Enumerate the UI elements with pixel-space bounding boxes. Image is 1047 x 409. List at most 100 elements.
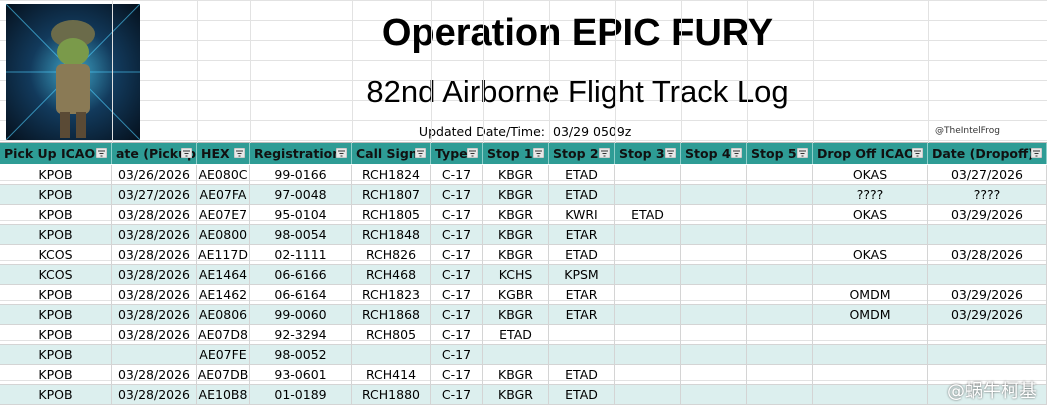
table-cell[interactable]: [681, 265, 747, 285]
filter-button[interactable]: [96, 148, 107, 158]
table-cell[interactable]: C-17: [431, 385, 483, 405]
table-cell[interactable]: [615, 225, 681, 245]
table-cell[interactable]: ETAR: [549, 285, 615, 305]
table-cell[interactable]: ETAD: [615, 205, 681, 225]
table-cell[interactable]: [813, 225, 928, 245]
table-cell[interactable]: 92-3294: [250, 325, 352, 345]
table-cell[interactable]: [747, 345, 813, 365]
table-cell[interactable]: C-17: [431, 265, 483, 285]
filter-button[interactable]: [912, 148, 923, 158]
table-cell[interactable]: [747, 285, 813, 305]
table-cell[interactable]: [615, 385, 681, 405]
column-header[interactable]: HEX: [197, 143, 250, 164]
table-cell[interactable]: RCH1880: [352, 385, 431, 405]
table-cell[interactable]: 03/28/2026: [112, 285, 197, 305]
table-cell[interactable]: KBGR: [483, 385, 549, 405]
table-cell[interactable]: RCH468: [352, 265, 431, 285]
table-cell[interactable]: ETAD: [549, 185, 615, 205]
table-cell[interactable]: [112, 345, 197, 365]
table-cell[interactable]: KBGR: [483, 205, 549, 225]
table-cell[interactable]: RCH1823: [352, 285, 431, 305]
table-cell[interactable]: KBGR: [483, 305, 549, 325]
table-cell[interactable]: AE1462: [197, 285, 250, 305]
table-cell[interactable]: 98-0052: [250, 345, 352, 365]
table-cell[interactable]: 03/29/2026: [928, 205, 1047, 225]
table-cell[interactable]: RCH1805: [352, 205, 431, 225]
table-cell[interactable]: [928, 345, 1047, 365]
filter-button[interactable]: [797, 148, 808, 158]
table-cell[interactable]: ETAR: [549, 225, 615, 245]
table-cell[interactable]: AE10B8: [197, 385, 250, 405]
table-cell[interactable]: [928, 225, 1047, 245]
table-cell[interactable]: [549, 345, 615, 365]
table-cell[interactable]: KCOS: [0, 245, 112, 265]
table-cell[interactable]: [747, 165, 813, 185]
table-cell[interactable]: C-17: [431, 185, 483, 205]
table-cell[interactable]: [615, 265, 681, 285]
table-cell[interactable]: AE080C: [197, 165, 250, 185]
table-cell[interactable]: ETAD: [549, 365, 615, 385]
table-cell[interactable]: KPOB: [0, 305, 112, 325]
table-cell[interactable]: OMDM: [813, 285, 928, 305]
table-cell[interactable]: [615, 305, 681, 325]
table-cell[interactable]: [747, 265, 813, 285]
table-cell[interactable]: [615, 165, 681, 185]
table-cell[interactable]: 06-6164: [250, 285, 352, 305]
column-header[interactable]: Stop 1: [483, 143, 549, 164]
table-cell[interactable]: [615, 245, 681, 265]
table-cell[interactable]: [615, 325, 681, 345]
table-cell[interactable]: ETAD: [549, 385, 615, 405]
filter-button[interactable]: [665, 148, 676, 158]
column-header[interactable]: Stop 5: [747, 143, 813, 164]
table-cell[interactable]: C-17: [431, 325, 483, 345]
filter-button[interactable]: [467, 148, 478, 158]
table-cell[interactable]: 99-0060: [250, 305, 352, 325]
column-header[interactable]: Drop Off ICAO: [813, 143, 928, 164]
table-cell[interactable]: OMDM: [813, 305, 928, 325]
table-cell[interactable]: [747, 305, 813, 325]
table-cell[interactable]: 02-1111: [250, 245, 352, 265]
table-cell[interactable]: [747, 385, 813, 405]
table-cell[interactable]: [813, 265, 928, 285]
table-cell[interactable]: KCOS: [0, 265, 112, 285]
filter-button[interactable]: [336, 148, 347, 158]
table-cell[interactable]: AE0800: [197, 225, 250, 245]
table-cell[interactable]: RCH1868: [352, 305, 431, 325]
table-cell[interactable]: [747, 325, 813, 345]
column-header[interactable]: Pick Up ICAO: [0, 143, 112, 164]
table-cell[interactable]: KBGR: [483, 165, 549, 185]
table-cell[interactable]: 03/28/2026: [112, 325, 197, 345]
table-cell[interactable]: ETAD: [483, 325, 549, 345]
table-cell[interactable]: KPOB: [0, 385, 112, 405]
filter-button[interactable]: [415, 148, 426, 158]
table-cell[interactable]: [813, 385, 928, 405]
table-cell[interactable]: RCH1824: [352, 165, 431, 185]
table-cell[interactable]: [928, 265, 1047, 285]
table-cell[interactable]: 03/27/2026: [112, 185, 197, 205]
table-cell[interactable]: [615, 345, 681, 365]
column-header[interactable]: Date (Dropoff): [928, 143, 1047, 164]
table-cell[interactable]: KPSM: [549, 265, 615, 285]
table-cell[interactable]: KCHS: [483, 265, 549, 285]
table-cell[interactable]: KPOB: [0, 285, 112, 305]
table-cell[interactable]: OKAS: [813, 165, 928, 185]
table-cell[interactable]: [615, 185, 681, 205]
table-cell[interactable]: 03/28/2026: [112, 205, 197, 225]
table-cell[interactable]: AE07FA: [197, 185, 250, 205]
table-cell[interactable]: KWRI: [549, 205, 615, 225]
table-cell[interactable]: [747, 225, 813, 245]
table-cell[interactable]: [681, 345, 747, 365]
column-header[interactable]: Stop 4: [681, 143, 747, 164]
table-cell[interactable]: AE07D8: [197, 325, 250, 345]
table-cell[interactable]: 03/26/2026: [112, 165, 197, 185]
table-cell[interactable]: [681, 225, 747, 245]
table-cell[interactable]: [681, 165, 747, 185]
table-cell[interactable]: RCH1807: [352, 185, 431, 205]
table-cell[interactable]: 06-6166: [250, 265, 352, 285]
table-cell[interactable]: 03/28/2026: [112, 245, 197, 265]
table-cell[interactable]: [352, 345, 431, 365]
table-cell[interactable]: AE117D: [197, 245, 250, 265]
table-cell[interactable]: KBGR: [483, 225, 549, 245]
table-cell[interactable]: KPOB: [0, 225, 112, 245]
table-cell[interactable]: 03/28/2026: [112, 305, 197, 325]
